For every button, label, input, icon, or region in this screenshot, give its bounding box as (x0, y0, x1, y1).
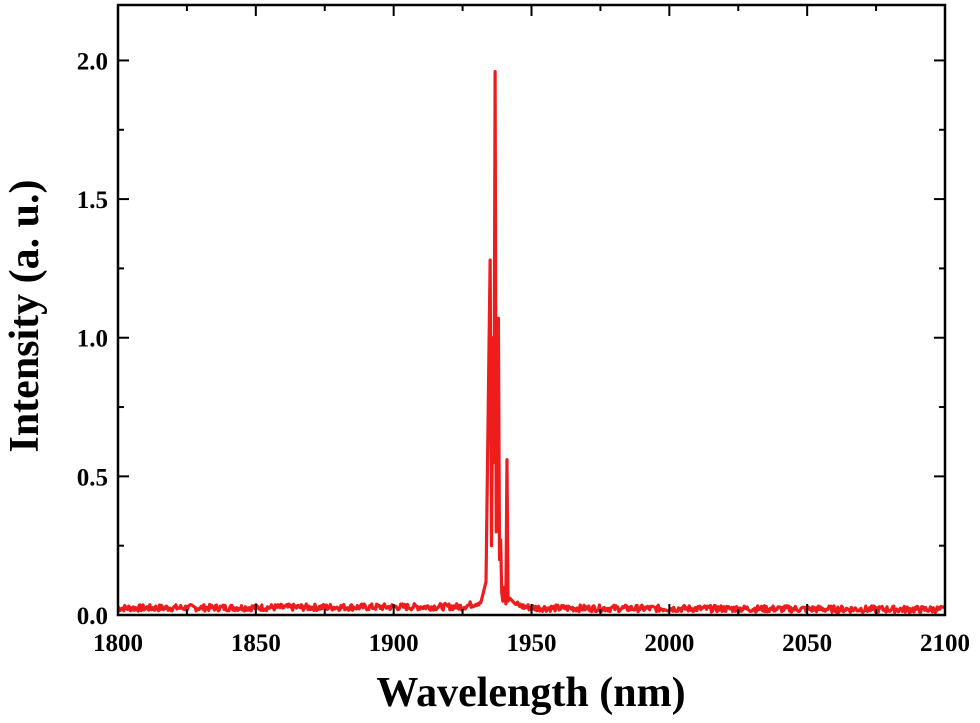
x-tick-label: 1800 (93, 630, 143, 657)
x-tick-label: 1900 (369, 630, 419, 657)
x-axis: 1800 1850 1900 1950 2000 2050 2100 (93, 5, 970, 657)
y-tick-label: 1.0 (77, 326, 108, 353)
plot-frame (116, 3, 947, 617)
y-tick-label: 0.0 (77, 603, 108, 630)
spectrum-series-line (117, 69, 946, 615)
y-tick-label: 0.5 (77, 464, 108, 491)
x-tick-label: 2000 (644, 630, 694, 657)
x-tick-label: 1950 (507, 630, 557, 657)
x-tick-label: 2100 (920, 630, 970, 657)
plot-data (117, 69, 946, 615)
y-axis-title: Intensity (a. u.) (2, 179, 48, 452)
x-tick-label: 2050 (782, 630, 832, 657)
y-axis: 0.0 0.5 1.0 1.5 2.0 (77, 48, 945, 630)
x-axis-title: Wavelength (nm) (376, 670, 685, 716)
y-tick-label: 1.5 (77, 187, 108, 214)
y-tick-label: 2.0 (77, 48, 108, 75)
x-tick-label: 1850 (231, 630, 281, 657)
